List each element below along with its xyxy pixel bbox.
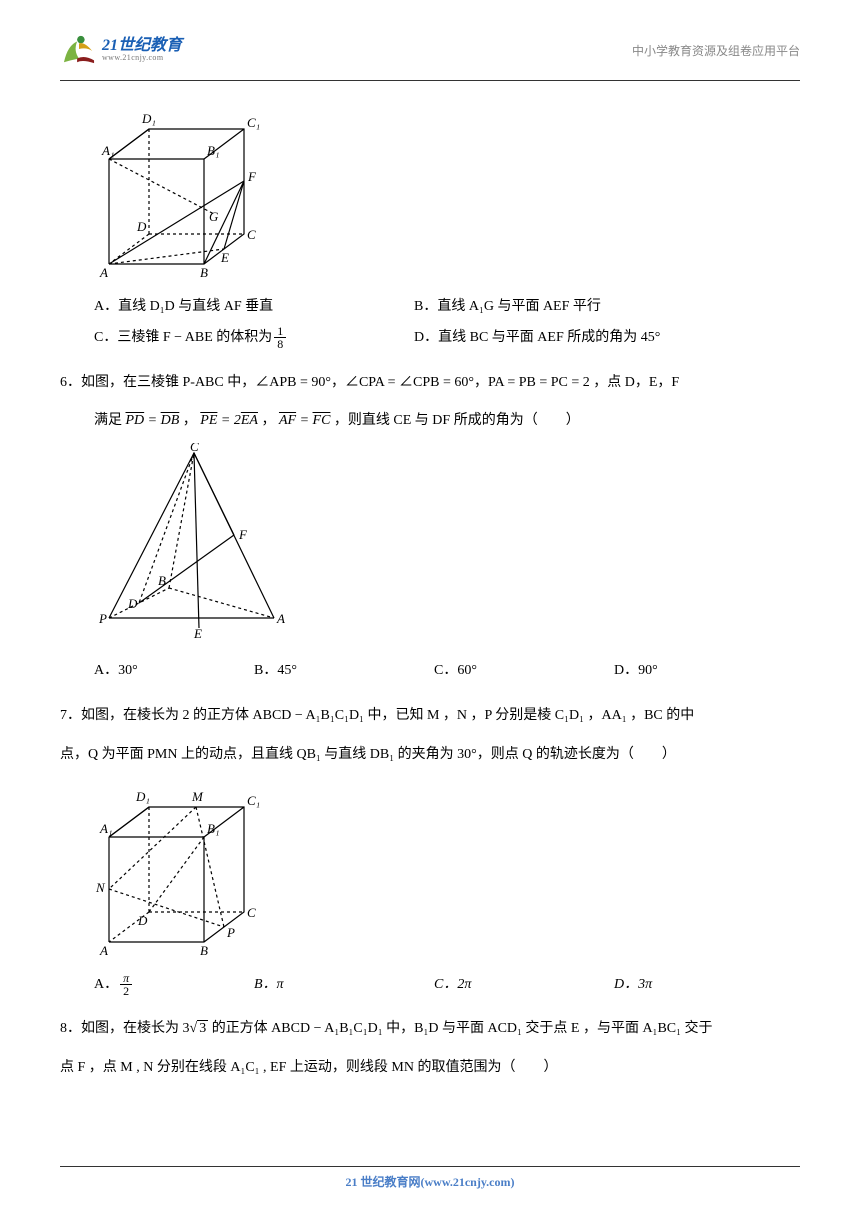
svg-text:B: B: [158, 573, 166, 588]
q6-stem-a: 6．如图，在三棱锥 P-ABC 中，∠APB = 90°，∠CPA = ∠CPB…: [60, 368, 800, 399]
q7-optC: C．2π: [434, 970, 614, 1001]
svg-text:E: E: [220, 250, 229, 265]
q7-optD: D．3π: [614, 970, 774, 1001]
svg-text:C: C: [247, 227, 256, 242]
q5-optD: D．直线 BC 与平面 AEF 所成的角为 45°: [414, 323, 764, 354]
svg-text:B₁: B₁: [207, 143, 219, 158]
figure-q6: C P A B D E F: [94, 443, 800, 648]
figure-q5: A₁ D₁ C₁ B₁ A B C D E F G: [94, 99, 800, 284]
q7-optA: A．π2: [94, 970, 254, 1001]
svg-text:F: F: [247, 169, 257, 184]
svg-text:C: C: [247, 905, 256, 920]
svg-text:D: D: [136, 219, 147, 234]
q7-options: A．π2 B．π C．2π D．3π: [94, 970, 800, 1001]
svg-text:A: A: [99, 943, 108, 957]
q6-stem-b: 满足 PD = DB ， PE = 2EA ， AF = FC ，则直线 CE …: [94, 406, 800, 437]
svg-text:D: D: [137, 913, 148, 928]
svg-text:E: E: [193, 626, 202, 641]
page-header: 21世纪教育 www.21cnjy.com 中小学教育资源及组卷应用平台: [60, 30, 800, 70]
q8-stem-b: 点 F ，点 M , N 分别在线段 A₁C₁ , EF 上运动，则线段 MN …: [60, 1053, 800, 1084]
q8-stem-a: 8．如图，在棱长为 3√3 的正方体 ABCD − A₁B₁C₁D₁ 中，B₁D…: [60, 1014, 800, 1045]
svg-text:A₁: A₁: [101, 143, 114, 158]
logo-text: 21世纪教育 www.21cnjy.com: [102, 37, 182, 63]
svg-text:A: A: [99, 265, 108, 279]
logo-icon: [60, 34, 98, 66]
svg-text:F: F: [238, 527, 248, 542]
svg-text:C: C: [190, 443, 199, 454]
logo: 21世纪教育 www.21cnjy.com: [60, 34, 182, 66]
svg-text:P: P: [226, 925, 235, 940]
svg-text:D₁: D₁: [135, 789, 150, 804]
svg-text:P: P: [98, 611, 107, 626]
q6-optD: D．90°: [614, 656, 774, 687]
svg-text:G: G: [209, 209, 219, 224]
q5-options: A．直线 D₁D 与直线 AF 垂直 B．直线 A₁G 与平面 AEF 平行 C…: [94, 292, 800, 354]
header-subtitle: 中小学教育资源及组卷应用平台: [632, 42, 800, 59]
q5-optC: C．三棱锥 F − ABE 的体积为18: [94, 323, 414, 354]
footer-text: 21 世纪教育网(www.21cnjy.com): [0, 1173, 860, 1190]
q7-stem-a: 7．如图，在棱长为 2 的正方体 ABCD − A₁B₁C₁D₁ 中，已知 M …: [60, 701, 800, 732]
svg-text:B: B: [200, 265, 208, 279]
q5-optA: A．直线 D₁D 与直线 AF 垂直: [94, 292, 414, 323]
q5-optB: B．直线 A₁G 与平面 AEF 平行: [414, 292, 764, 323]
svg-text:N: N: [95, 880, 106, 895]
q6-optC: C．60°: [434, 656, 614, 687]
svg-text:D: D: [127, 596, 138, 611]
svg-text:B₁: B₁: [207, 821, 219, 836]
q7-optB: B．π: [254, 970, 434, 1001]
svg-text:A₁: A₁: [99, 821, 112, 836]
figure-q7: A₁ D₁ C₁ B₁ A B C D M N P: [94, 777, 800, 962]
page-footer: 21 世纪教育网(www.21cnjy.com): [0, 1166, 860, 1190]
q6-optB: B．45°: [254, 656, 434, 687]
svg-text:C₁: C₁: [247, 115, 260, 130]
footer-rule: [60, 1166, 800, 1167]
logo-url: www.21cnjy.com: [102, 54, 182, 63]
svg-text:A: A: [276, 611, 285, 626]
q7-stem-b: 点，Q 为平面 PMN 上的动点，且直线 QB₁ 与直线 DB₁ 的夹角为 30…: [60, 740, 800, 771]
logo-title: 21世纪教育: [102, 37, 182, 55]
q6-options: A．30° B．45° C．60° D．90°: [94, 656, 800, 687]
header-rule: [60, 80, 800, 81]
svg-text:B: B: [200, 943, 208, 957]
svg-text:D₁: D₁: [141, 111, 156, 126]
svg-text:C₁: C₁: [247, 793, 260, 808]
svg-text:M: M: [191, 789, 204, 804]
q6-optA: A．30°: [94, 656, 254, 687]
